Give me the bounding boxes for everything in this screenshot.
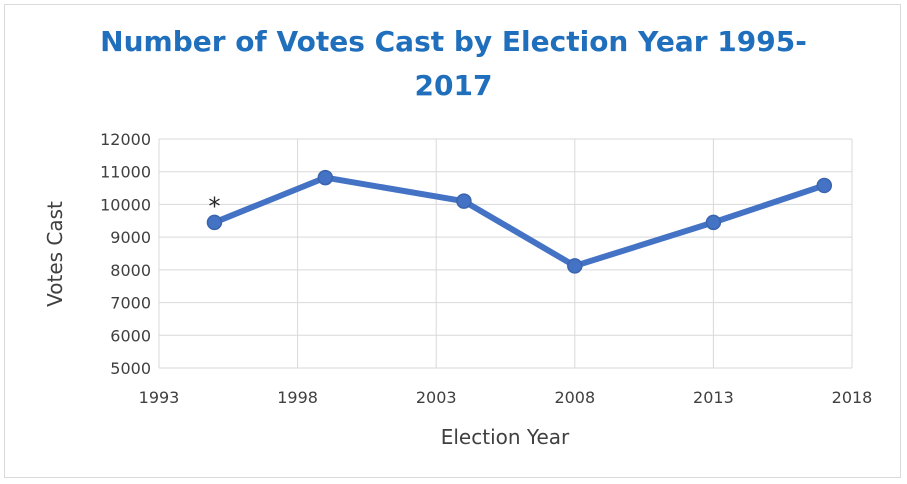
y-tick-label: 10000 [100, 195, 151, 214]
y-axis-ticks: 5000 6000 7000 8000 9000 10000 11000 12000 [100, 130, 151, 378]
chart-frame [4, 4, 901, 478]
x-tick-label: 2008 [554, 388, 595, 407]
y-tick-label: 7000 [110, 294, 151, 313]
x-tick-label: 1993 [139, 388, 180, 407]
x-tick-label: 2013 [693, 388, 734, 407]
data-point [816, 177, 833, 194]
y-tick-label: 9000 [110, 228, 151, 247]
chart-title: Number of Votes Cast by Election Year 19… [0, 20, 907, 108]
annotation-asterisk: * [208, 192, 220, 220]
y-tick-label: 5000 [110, 359, 151, 378]
y-tick-label: 8000 [110, 261, 151, 280]
x-axis-title: Election Year [441, 425, 570, 449]
x-tick-label: 1998 [277, 388, 318, 407]
chart-title-line-2: 2017 [414, 69, 493, 102]
data-point [317, 169, 334, 186]
y-axis-title: Votes Cast [43, 201, 67, 307]
data-point [456, 193, 472, 209]
y-tick-label: 12000 [100, 130, 151, 149]
y-tick-label: 6000 [110, 326, 151, 345]
gridlines [158, 138, 853, 369]
annotations: * [208, 192, 220, 220]
chart-title-line-1: Number of Votes Cast by Election Year 19… [100, 25, 807, 58]
x-tick-label: 2018 [832, 388, 873, 407]
x-tick-label: 2003 [416, 388, 457, 407]
data-point [206, 214, 223, 231]
x-axis-ticks: 1993 1998 2003 2008 2013 2018 [139, 388, 873, 407]
series-line [211, 174, 828, 269]
series-group [206, 169, 833, 274]
data-point [705, 214, 722, 231]
data-point [567, 258, 583, 274]
y-tick-label: 11000 [100, 163, 151, 182]
